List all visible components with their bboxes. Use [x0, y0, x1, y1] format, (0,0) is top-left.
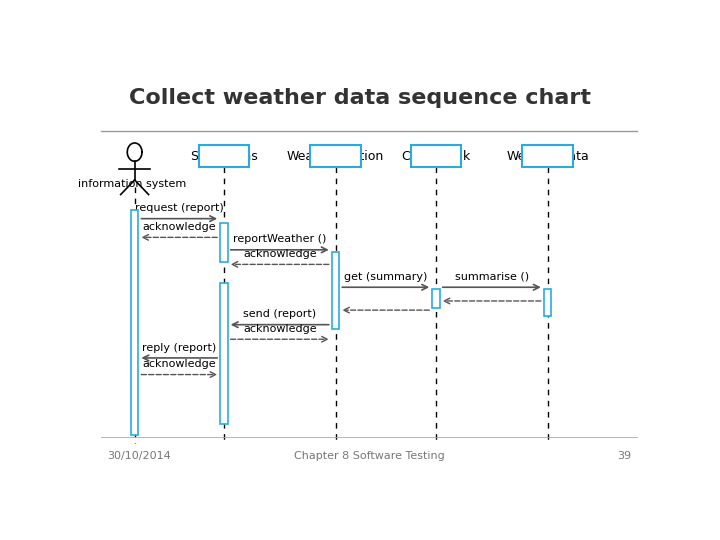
- Text: WeatherStation: WeatherStation: [287, 150, 384, 163]
- Bar: [411, 145, 461, 167]
- Text: send (report): send (report): [243, 309, 316, 319]
- Text: Collect weather data sequence chart: Collect weather data sequence chart: [129, 88, 591, 108]
- Text: information system: information system: [78, 179, 186, 189]
- Bar: [432, 289, 440, 308]
- Text: request (report): request (report): [135, 203, 224, 213]
- Bar: [332, 252, 339, 329]
- Text: SatComms: SatComms: [190, 150, 258, 163]
- Text: 39: 39: [617, 451, 631, 461]
- Bar: [220, 223, 228, 262]
- Text: Commslink: Commslink: [401, 150, 471, 163]
- Text: acknowledge: acknowledge: [143, 222, 216, 232]
- Text: reply (report): reply (report): [142, 342, 217, 353]
- Text: summarise (): summarise (): [455, 272, 528, 282]
- Text: get (summary): get (summary): [344, 272, 428, 282]
- Bar: [131, 210, 138, 435]
- Text: reportWeather (): reportWeather (): [233, 234, 326, 245]
- Bar: [310, 145, 361, 167]
- Text: acknowledge: acknowledge: [243, 324, 317, 334]
- Bar: [523, 145, 572, 167]
- Text: acknowledge: acknowledge: [143, 359, 216, 369]
- Text: 30/10/2014: 30/10/2014: [107, 451, 171, 461]
- Text: Chapter 8 Software Testing: Chapter 8 Software Testing: [294, 451, 444, 461]
- Bar: [544, 289, 552, 316]
- Text: WeatherData: WeatherData: [506, 150, 589, 163]
- Bar: [220, 283, 228, 424]
- Bar: [199, 145, 249, 167]
- Text: acknowledge: acknowledge: [243, 249, 317, 259]
